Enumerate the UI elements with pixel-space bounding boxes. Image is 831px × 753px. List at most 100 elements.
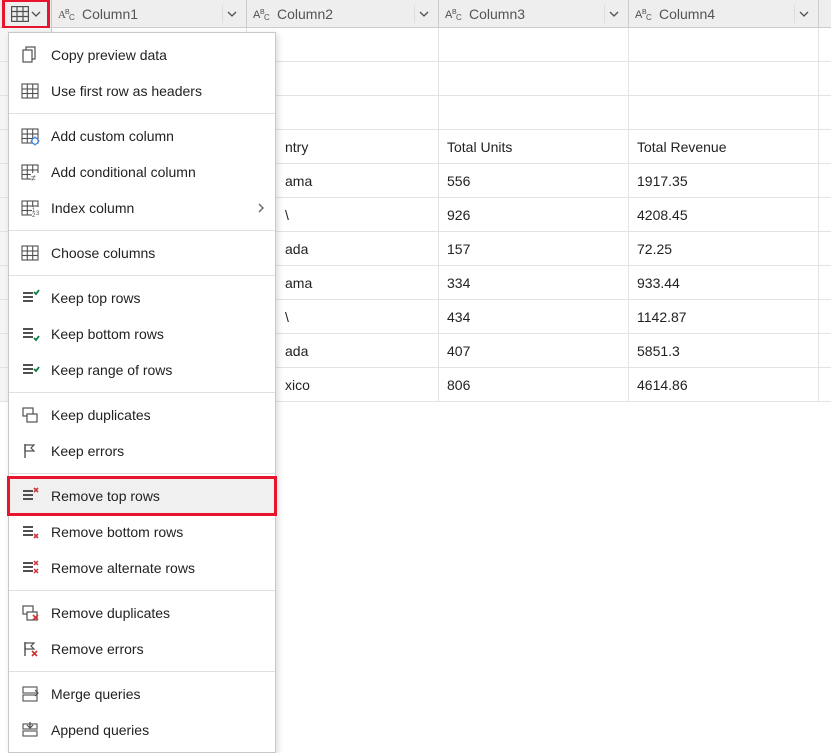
menu-item-remove-bottom[interactable]: Remove bottom rows [9,514,275,550]
menu-separator [9,392,275,393]
menu-item-first-row-headers[interactable]: Use first row as headers [9,73,275,109]
menu-item-label: Copy preview data [51,47,265,63]
column-header-2[interactable]: ABC Column2 [247,0,439,27]
merge-icon [20,684,40,704]
menu-item-icon [19,485,41,507]
menu-item-icon [19,719,41,741]
table-icon [20,243,40,263]
menu-item-label: Choose columns [51,245,265,261]
menu-item-label: Keep duplicates [51,407,265,423]
column-header-4[interactable]: ABC Column4 [629,0,819,27]
cell[interactable] [629,28,819,61]
cell[interactable] [439,28,629,61]
column-filter-button[interactable] [414,5,432,23]
menu-item-remove-dup[interactable]: Remove duplicates [9,595,275,631]
table-gear-icon [20,126,40,146]
cell[interactable] [629,62,819,95]
cell-text: ada [285,343,308,359]
cell[interactable]: 4614.86 [629,368,819,401]
svg-text:C: C [69,13,75,21]
dup-x-icon [20,603,40,623]
cell[interactable]: Total Units [439,130,629,163]
cell[interactable]: 4208.45 [629,198,819,231]
menu-item-icon [19,440,41,462]
column-filter-button[interactable] [604,5,622,23]
menu-item-remove-err[interactable]: Remove errors [9,631,275,667]
menu-item-label: Keep bottom rows [51,326,265,342]
chevron-down-icon [609,11,619,17]
menu-item-remove-alt[interactable]: Remove alternate rows [9,550,275,586]
menu-item-add-conditional-col[interactable]: ≠Add conditional column [9,154,275,190]
chevron-down-icon [31,11,41,17]
menu-item-icon [19,602,41,624]
column-header-1[interactable]: ABC Column1 [52,0,247,27]
menu-item-label: Remove top rows [51,488,265,504]
svg-text:C: C [646,13,652,21]
cell[interactable]: 5851.3 [629,334,819,367]
menu-item-index-column[interactable]: 123Index column [9,190,275,226]
table-corner-button[interactable] [0,0,52,27]
menu-item-icon [19,557,41,579]
menu-item-choose-columns[interactable]: Choose columns [9,235,275,271]
menu-item-icon [19,638,41,660]
cell[interactable]: 556 [439,164,629,197]
cell[interactable]: 806 [439,368,629,401]
cell[interactable]: 1142.87 [629,300,819,333]
cell[interactable]: 1917.35 [629,164,819,197]
cell[interactable]: 407 [439,334,629,367]
menu-item-keep-bottom[interactable]: Keep bottom rows [9,316,275,352]
append-icon [20,720,40,740]
cell[interactable]: 926 [439,198,629,231]
column-header-3[interactable]: ABC Column3 [439,0,629,27]
cell-text: ntry [285,139,308,155]
cell-text: \ [285,309,289,325]
cell-text: ada [285,241,308,257]
submenu-arrow-icon [257,203,265,213]
svg-text:≠: ≠ [31,173,36,182]
menu-item-label: Index column [51,200,247,216]
menu-item-icon [19,287,41,309]
column-filter-button[interactable] [222,5,240,23]
abc-type-icon: ABC [253,7,273,21]
menu-item-label: Remove alternate rows [51,560,265,576]
menu-item-keep-range[interactable]: Keep range of rows [9,352,275,388]
menu-item-keep-err[interactable]: Keep errors [9,433,275,469]
menu-item-append-q[interactable]: Append queries [9,712,275,748]
cell-text: \ [285,207,289,223]
menu-item-keep-top[interactable]: Keep top rows [9,280,275,316]
column-label: Column1 [82,6,218,22]
menu-item-copy-preview-data[interactable]: Copy preview data [9,37,275,73]
cell[interactable]: 434 [439,300,629,333]
menu-item-icon [19,44,41,66]
menu-item-remove-top[interactable]: Remove top rows [9,478,275,514]
menu-separator [9,590,275,591]
menu-item-icon [19,125,41,147]
rows-alt-x-icon [20,558,40,578]
menu-item-add-custom-col[interactable]: Add custom column [9,118,275,154]
cell[interactable] [439,96,629,129]
chevron-down-icon [419,11,429,17]
table-header-row: ABC Column1 ABC Column2 ABC Column3 ABC … [0,0,831,28]
cell[interactable] [629,96,819,129]
menu-item-label: Use first row as headers [51,83,265,99]
menu-item-icon [19,242,41,264]
cell[interactable]: 334 [439,266,629,299]
cell[interactable]: 72.25 [629,232,819,265]
menu-item-merge-q[interactable]: Merge queries [9,676,275,712]
cell[interactable] [439,62,629,95]
menu-separator [9,473,275,474]
column-filter-button[interactable] [794,5,812,23]
cell-text: ama [285,275,312,291]
menu-item-label: Remove bottom rows [51,524,265,540]
menu-separator [9,275,275,276]
dup-icon [20,405,40,425]
rows-bottom-x-icon [20,522,40,542]
table-neq-icon: ≠ [20,162,40,182]
menu-item-icon [19,323,41,345]
cell[interactable]: Total Revenue [629,130,819,163]
menu-item-icon [19,683,41,705]
cell[interactable]: 933.44 [629,266,819,299]
cell[interactable]: 157 [439,232,629,265]
menu-item-keep-dup[interactable]: Keep duplicates [9,397,275,433]
flag-icon [20,441,40,461]
